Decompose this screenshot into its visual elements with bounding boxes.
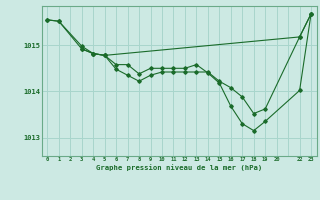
X-axis label: Graphe pression niveau de la mer (hPa): Graphe pression niveau de la mer (hPa) xyxy=(96,164,262,171)
